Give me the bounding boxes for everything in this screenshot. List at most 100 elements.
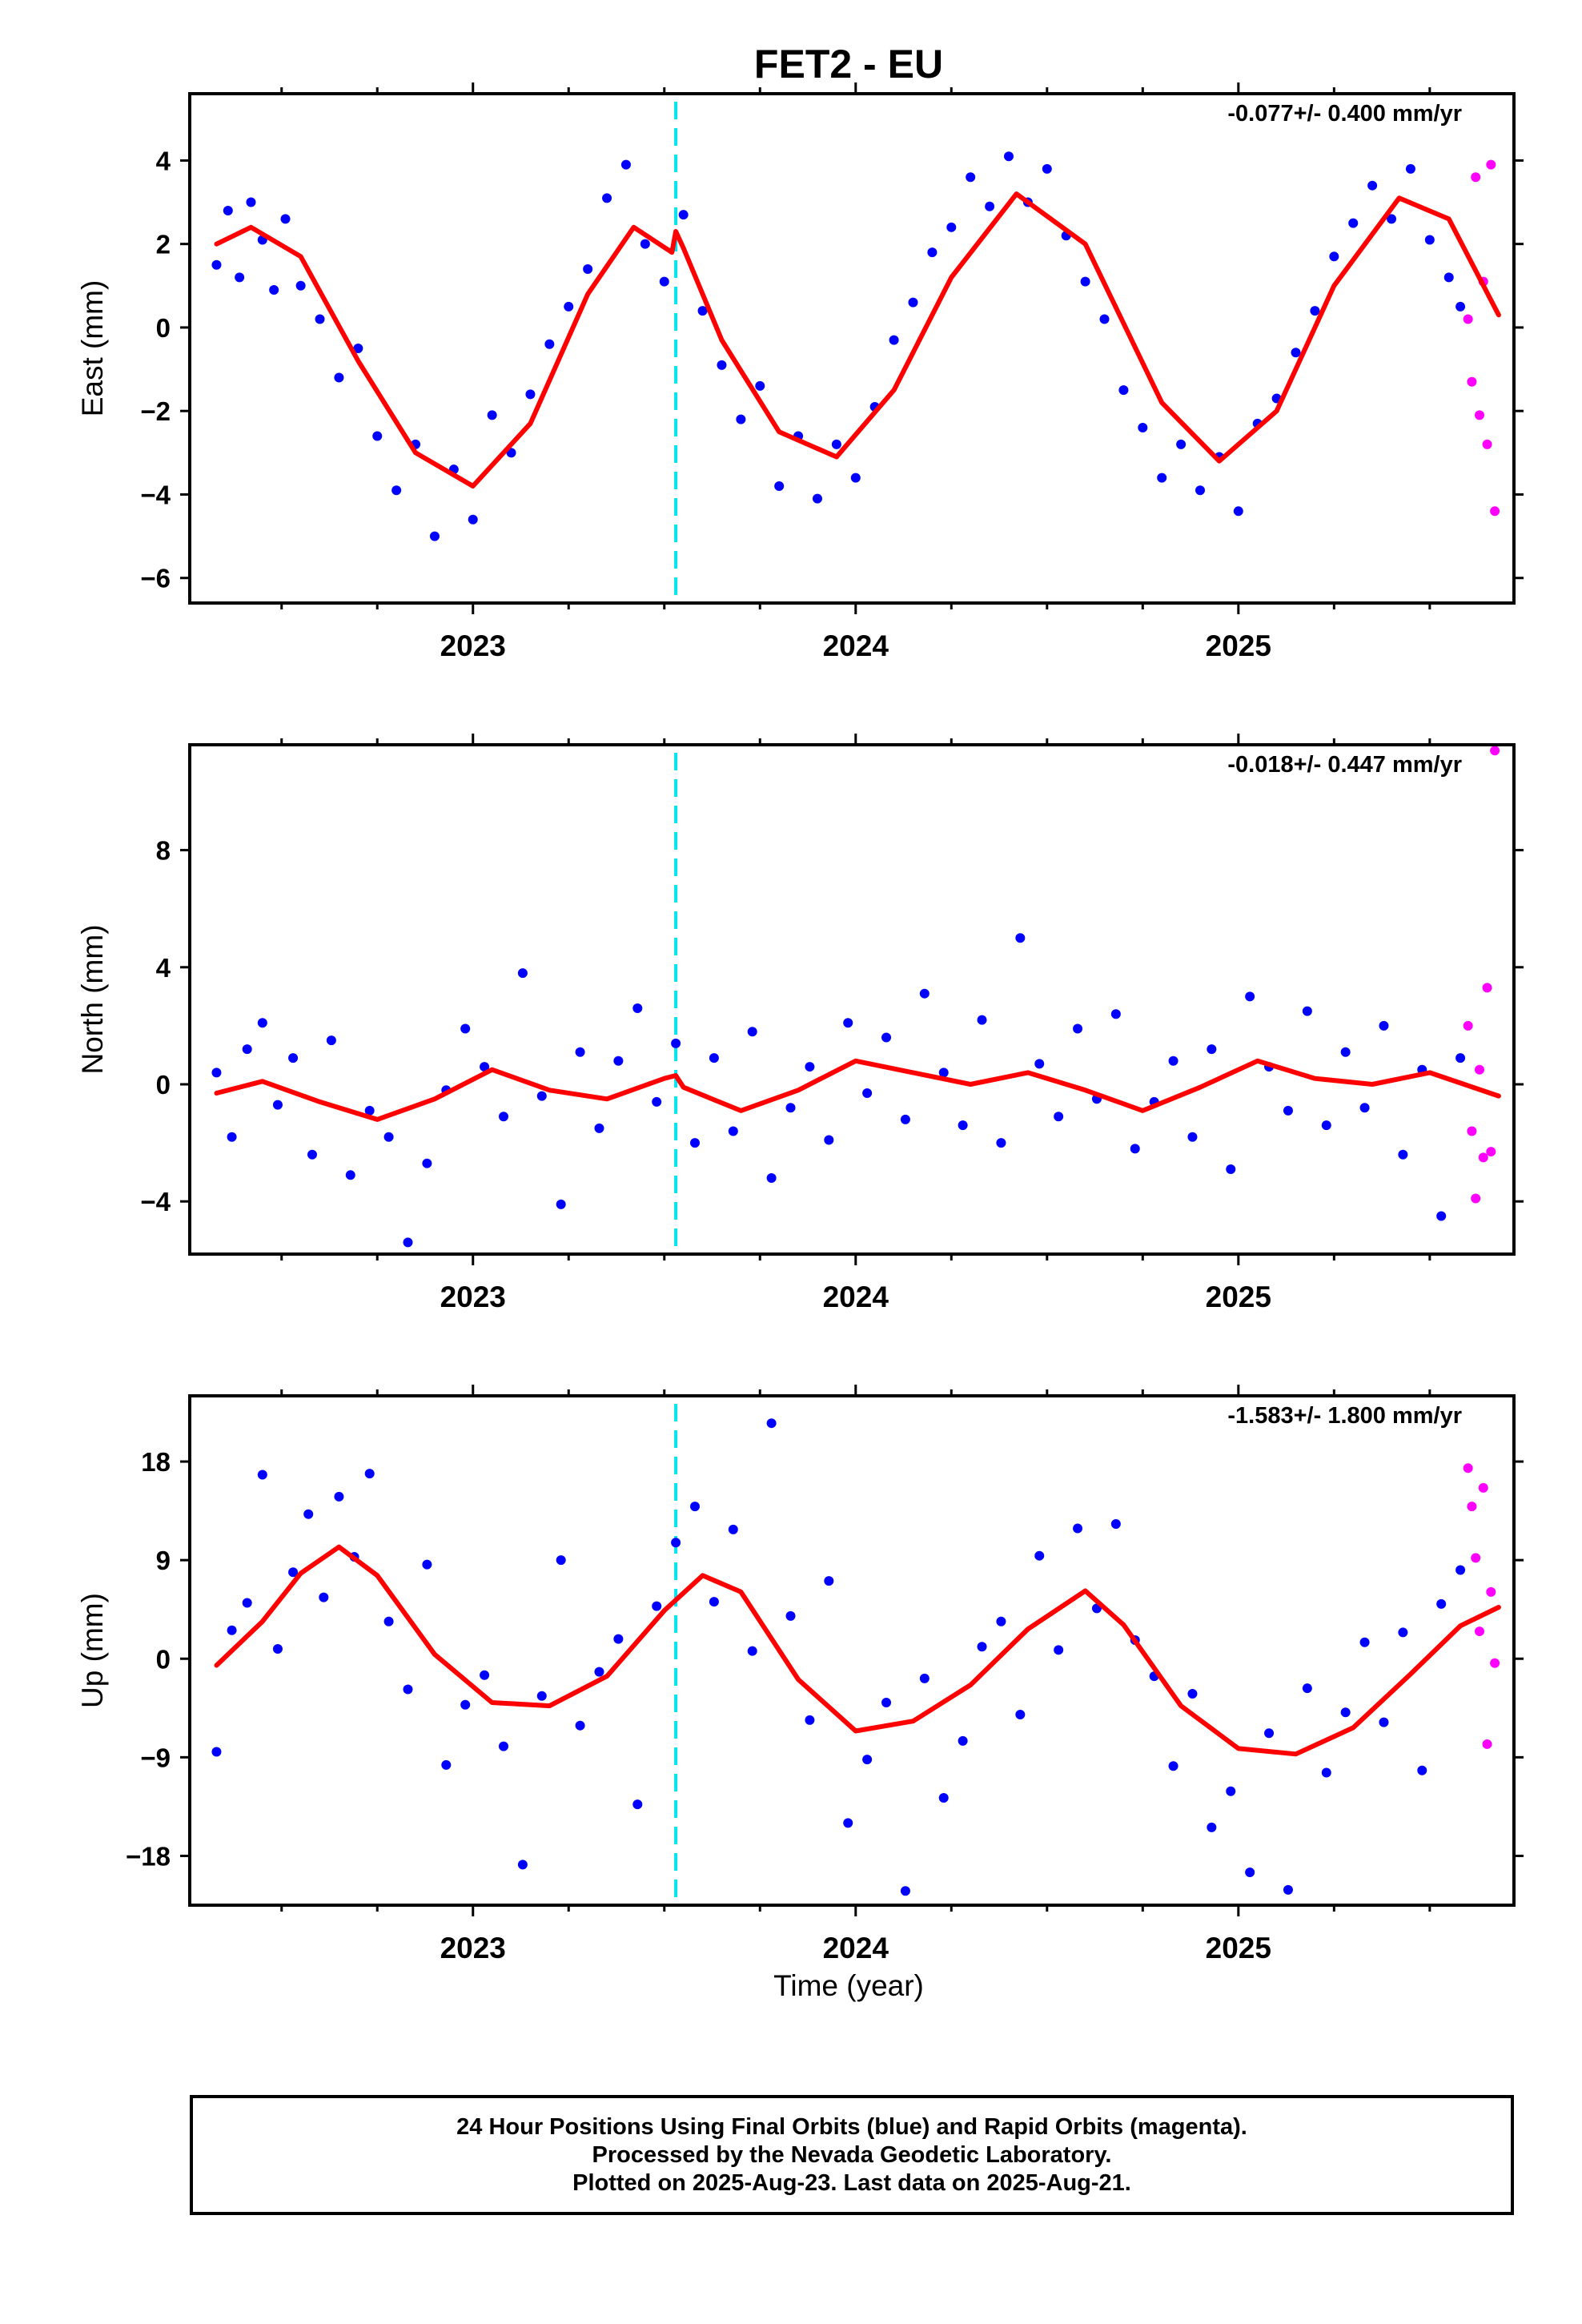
final-orbit-point	[881, 1697, 892, 1707]
final-orbit-point	[755, 380, 765, 391]
plot-area	[211, 1404, 1501, 1905]
final-orbit-point	[498, 1741, 508, 1751]
final-orbit-point	[242, 1044, 252, 1055]
final-orbit-point	[1456, 1053, 1466, 1063]
final-orbit-point	[1207, 1822, 1217, 1832]
final-orbit-point	[766, 1418, 777, 1429]
final-orbit-point	[364, 1469, 375, 1479]
final-orbit-point	[460, 1023, 471, 1034]
model-curve	[214, 1058, 1501, 1122]
final-orbit-point	[480, 1062, 490, 1072]
final-orbit-point	[544, 339, 555, 349]
y-tick-label: −2	[140, 396, 171, 426]
x-tick-label: 2025	[1206, 1281, 1271, 1313]
final-orbit-point	[556, 1199, 566, 1209]
y-tick-label: −4	[140, 480, 171, 509]
final-orbit-point	[805, 1715, 815, 1725]
final-orbit-point	[564, 301, 574, 312]
plot-frame	[188, 92, 1516, 605]
y-axis-label: North (mm)	[76, 924, 109, 1074]
final-orbit-point	[1291, 348, 1301, 358]
final-orbit-point	[812, 493, 822, 504]
rapid-orbit-point	[1478, 1152, 1488, 1163]
final-orbit-point	[583, 263, 593, 274]
rapid-orbit-point	[1490, 1658, 1500, 1668]
final-orbit-point	[1003, 151, 1014, 162]
final-orbit-point	[977, 1015, 987, 1025]
chart-title: FET2 - EU	[754, 42, 943, 86]
final-orbit-point	[1321, 1767, 1331, 1778]
rapid-orbit-point	[1486, 1586, 1496, 1597]
final-orbit-point	[1359, 1637, 1370, 1647]
final-orbit-point	[422, 1559, 432, 1570]
final-orbit-point	[632, 1003, 643, 1013]
final-orbit-point	[594, 1667, 604, 1677]
panel-north: −4 0 4 8 2023 2024 2025 North (mm) -0.018+/- 0.4…	[76, 734, 1524, 1313]
final-orbit-point	[1110, 1519, 1121, 1530]
model-curve	[214, 191, 1501, 489]
final-orbit-point	[1130, 1144, 1140, 1154]
y-tick-label: 8	[156, 836, 171, 866]
final-orbit-point	[525, 389, 536, 400]
final-orbit-point	[966, 172, 976, 183]
final-orbit-point	[1379, 1020, 1389, 1031]
final-orbit-point	[946, 222, 957, 232]
final-orbit-point	[785, 1103, 796, 1113]
rapid-orbit-point	[1467, 1502, 1477, 1512]
final-orbit-point	[372, 431, 383, 441]
rate-label: -0.018+/- 0.447 mm/yr	[1227, 752, 1462, 778]
final-orbit-point	[383, 1132, 394, 1142]
plot-frame	[188, 1394, 1516, 1907]
final-orbit-point	[364, 1105, 375, 1116]
final-orbit-point	[315, 314, 325, 324]
rapid-orbit-point	[1478, 1482, 1488, 1493]
final-orbit-point	[1456, 301, 1466, 312]
final-orbit-point	[353, 344, 363, 353]
final-orbit-point	[671, 1538, 681, 1548]
final-orbit-point	[1329, 251, 1339, 262]
final-orbit-point	[602, 193, 612, 203]
final-orbit-point	[927, 247, 938, 258]
y-tick-label: 0	[156, 1070, 171, 1100]
x-axis-label: Time (year)	[773, 1969, 924, 2002]
final-orbit-point	[257, 1018, 267, 1028]
rapid-orbit-point	[1463, 314, 1473, 324]
final-orbit-point	[227, 1625, 237, 1635]
final-orbit-point	[334, 1491, 344, 1502]
final-orbit-point	[958, 1120, 968, 1131]
final-orbit-point	[958, 1735, 968, 1746]
final-orbit-point	[1195, 485, 1206, 496]
final-orbit-point	[862, 1088, 873, 1098]
rapid-orbit-point	[1482, 983, 1492, 993]
y-tick-label: −18	[126, 1841, 171, 1871]
final-orbit-point	[1245, 1867, 1255, 1877]
final-orbit-point	[632, 1799, 643, 1810]
final-orbit-point	[889, 335, 899, 345]
footer-line-1: 24 Hour Positions Using Final Orbits (bl…	[456, 2113, 1247, 2140]
final-orbit-point	[1245, 991, 1255, 1002]
final-orbit-point	[575, 1047, 585, 1057]
final-orbit-point	[652, 1601, 662, 1611]
final-orbit-point	[652, 1096, 662, 1107]
y-tick-label: 0	[156, 1644, 171, 1674]
final-orbit-point	[487, 410, 497, 420]
final-orbit-point	[1226, 1786, 1236, 1796]
final-orbit-point	[1110, 1009, 1121, 1019]
final-orbit-point	[227, 1132, 237, 1142]
x-tick-label: 2023	[440, 629, 506, 662]
final-orbit-point	[747, 1646, 757, 1656]
final-orbit-point	[1034, 1059, 1045, 1069]
final-orbit-point	[1073, 1523, 1083, 1534]
final-orbit-point	[766, 1172, 777, 1183]
x-tick-label: 2023	[440, 1932, 506, 1964]
final-orbit-point	[1176, 439, 1186, 449]
final-orbit-point	[1348, 218, 1359, 228]
final-orbit-point	[460, 1699, 471, 1710]
final-orbit-point	[1405, 163, 1415, 174]
final-orbit-point	[498, 1112, 508, 1122]
final-orbit-point	[640, 239, 650, 249]
final-orbit-point	[785, 1610, 796, 1621]
x-tick-label: 2024	[823, 1932, 889, 1964]
final-orbit-point	[1417, 1765, 1427, 1775]
final-orbit-point	[824, 1576, 834, 1586]
